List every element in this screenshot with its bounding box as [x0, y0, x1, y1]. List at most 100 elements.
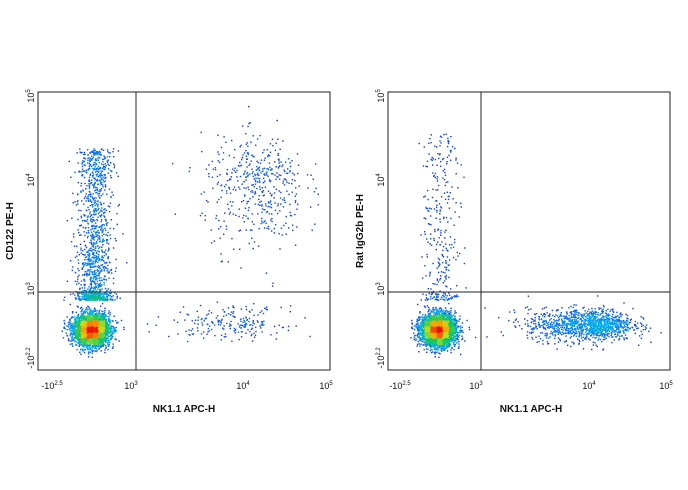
event-point	[271, 168, 273, 170]
event-point	[104, 208, 106, 210]
event-point	[96, 261, 99, 264]
event-point	[93, 242, 95, 244]
event-point	[101, 264, 104, 266]
event-point	[89, 333, 91, 335]
event-point	[89, 289, 91, 291]
event-point	[97, 292, 99, 294]
event-point	[87, 257, 90, 260]
event-point	[88, 165, 90, 167]
event-point	[91, 228, 94, 230]
event-point	[123, 326, 125, 329]
event-point	[310, 174, 312, 176]
event-point	[280, 227, 283, 229]
event-point	[89, 216, 91, 218]
event-point	[63, 319, 65, 322]
event-point	[98, 315, 100, 317]
event-point	[80, 317, 82, 319]
event-point	[90, 221, 93, 223]
event-point	[89, 249, 91, 252]
event-point	[77, 324, 79, 326]
event-point	[91, 338, 93, 340]
event-point	[66, 328, 68, 331]
event-point	[83, 151, 86, 154]
event-point	[258, 180, 261, 182]
event-point	[96, 280, 99, 282]
event-point	[96, 314, 98, 317]
event-point	[80, 306, 83, 309]
event-point	[90, 339, 92, 341]
event-point	[103, 202, 105, 205]
event-point	[92, 238, 94, 240]
event-point	[98, 258, 101, 260]
event-point	[99, 346, 102, 348]
event-point	[114, 299, 116, 301]
event-point	[260, 222, 262, 225]
event-point	[99, 225, 101, 228]
event-point	[75, 324, 77, 326]
event-point	[88, 286, 90, 288]
event-point	[97, 332, 100, 334]
event-point	[257, 213, 259, 215]
event-point	[81, 336, 84, 338]
event-point	[258, 170, 261, 172]
event-point	[88, 306, 90, 309]
event-point	[80, 215, 82, 217]
event-point	[106, 326, 108, 328]
event-point	[87, 348, 89, 351]
event-point	[82, 323, 84, 325]
event-point	[232, 168, 234, 170]
event-point	[270, 219, 272, 221]
event-point	[96, 320, 99, 322]
event-point	[90, 200, 92, 202]
event-point	[99, 314, 102, 316]
event-point	[259, 188, 261, 190]
event-point	[95, 242, 97, 244]
event-point	[87, 319, 90, 322]
event-point	[63, 322, 66, 324]
event-point	[261, 187, 263, 189]
event-point	[89, 219, 92, 221]
event-point	[99, 319, 102, 322]
event-point	[113, 315, 115, 317]
event-point	[88, 323, 90, 325]
event-point	[81, 317, 84, 319]
event-point	[82, 319, 85, 321]
event-point	[287, 172, 289, 174]
event-point	[94, 292, 97, 294]
event-point	[107, 312, 110, 314]
event-point	[106, 193, 108, 195]
event-point	[74, 329, 77, 332]
event-point	[94, 328, 96, 331]
event-point	[106, 149, 109, 151]
event-point	[108, 324, 110, 326]
event-point	[106, 239, 109, 241]
event-point	[86, 264, 88, 267]
event-point	[104, 262, 106, 264]
event-point	[83, 321, 85, 323]
event-point	[104, 309, 106, 312]
event-point	[73, 333, 75, 335]
event-point	[92, 322, 94, 325]
event-point	[126, 262, 128, 264]
event-point	[267, 225, 270, 228]
event-point	[103, 295, 105, 297]
event-point	[277, 138, 279, 140]
event-point	[94, 259, 96, 261]
event-point	[82, 330, 84, 332]
event-point	[91, 317, 94, 319]
event-point	[101, 249, 103, 251]
event-point	[84, 327, 87, 329]
event-point	[256, 168, 259, 171]
event-point	[90, 313, 92, 315]
event-point	[81, 309, 83, 312]
event-point	[91, 260, 93, 262]
event-point	[103, 158, 105, 160]
event-point	[268, 228, 270, 230]
event-point	[96, 277, 98, 280]
event-point	[109, 330, 111, 332]
event-point	[92, 299, 94, 301]
event-point	[94, 339, 96, 341]
event-point	[86, 327, 88, 329]
event-point	[87, 337, 89, 339]
event-point	[79, 332, 81, 334]
